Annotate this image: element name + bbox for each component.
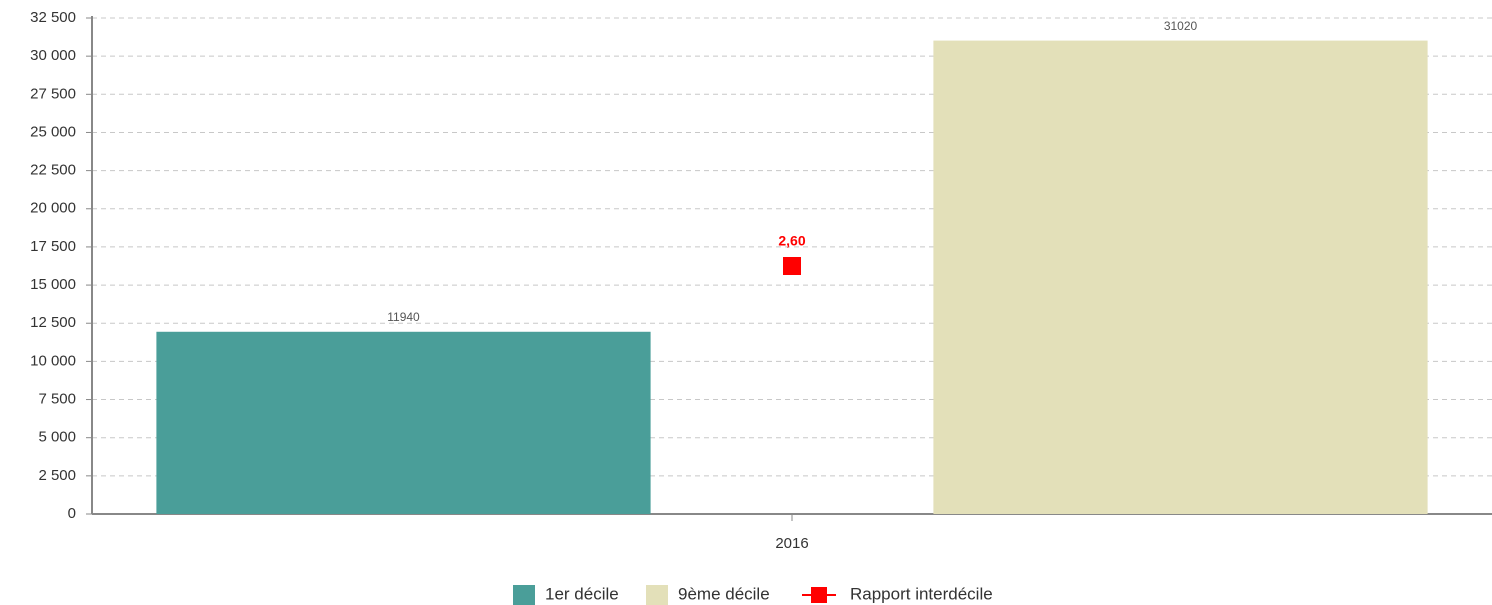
data-label: 11940: [387, 310, 420, 324]
y-tick-label: 15 000: [30, 276, 76, 293]
legend-label: 1er décile: [545, 584, 619, 603]
y-tick-label: 5 000: [38, 429, 76, 446]
marker: [783, 257, 801, 275]
y-tick-label: 10 000: [30, 352, 76, 369]
legend-swatch: [646, 585, 668, 605]
y-tick-label: 25 000: [30, 123, 76, 140]
bar: [933, 40, 1428, 515]
y-tick-label: 20 000: [30, 200, 76, 217]
y-tick-label: 0: [68, 505, 76, 522]
y-tick-label: 22 500: [30, 162, 76, 179]
legend-label: 9ème décile: [678, 584, 770, 603]
data-label: 31020: [1164, 19, 1198, 33]
y-tick-label: 32 500: [30, 9, 76, 26]
legend-swatch: [513, 585, 535, 605]
y-tick-label: 27 500: [30, 85, 76, 102]
legend-marker: [811, 587, 827, 603]
y-tick-label: 2 500: [38, 467, 76, 484]
x-tick-label: 2016: [775, 535, 808, 552]
legend-label: Rapport interdécile: [850, 584, 993, 603]
y-tick-label: 30 000: [30, 47, 76, 64]
y-tick-label: 12 500: [30, 314, 76, 331]
y-tick-label: 17 500: [30, 238, 76, 255]
y-tick-label: 7 500: [38, 391, 76, 408]
data-label: 2,60: [778, 233, 805, 249]
bar: [156, 331, 651, 514]
